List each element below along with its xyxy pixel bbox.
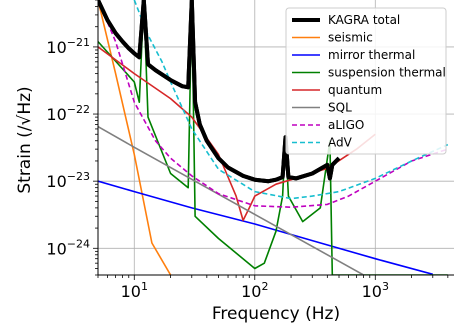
legend-label: KAGRA total: [328, 13, 400, 27]
series-kagra-total-top: [98, 0, 341, 184]
legend-label: quantum: [328, 83, 382, 97]
x-tick-label: 102: [241, 280, 268, 301]
axes: [93, 0, 454, 280]
tick-labels: 101 102 103 10−24 10−23 10−22 10−21: [46, 36, 389, 301]
legend-label: suspension thermal: [328, 66, 446, 80]
legend-label: SQL: [328, 101, 352, 115]
legend-label: seismic: [328, 31, 373, 45]
series-lines: [98, 0, 449, 275]
y-axis-label: Strain (/√Hz): [15, 86, 35, 193]
y-tick-label: 10−23: [46, 170, 90, 191]
legend-label: AdV: [328, 136, 353, 150]
series-mirror-thermal: [98, 180, 434, 275]
legend-label: aLIGO: [328, 118, 364, 132]
series-adv: [133, 0, 449, 200]
series-sql: [98, 125, 366, 275]
y-tick-label: 10−21: [46, 36, 90, 57]
y-tick-label: 10−22: [46, 103, 90, 124]
legend-label: mirror thermal: [328, 48, 415, 62]
x-tick-label: 101: [121, 280, 148, 301]
legend: KAGRA total seismic mirror thermal suspensi…: [285, 7, 447, 155]
series-seismic: [98, 0, 172, 275]
legend-box: [285, 7, 447, 155]
x-tick-label: 103: [362, 280, 389, 301]
series-suspension-thermal: [98, 0, 448, 275]
x-axis-label: Frequency (Hz): [212, 304, 340, 324]
series-aligo: [98, 0, 449, 208]
y-tick-label: 10−24: [46, 237, 90, 258]
